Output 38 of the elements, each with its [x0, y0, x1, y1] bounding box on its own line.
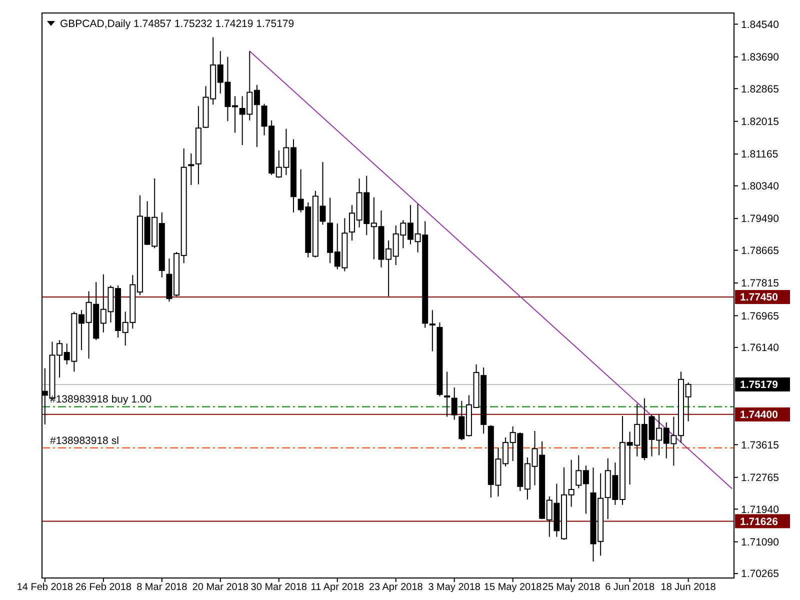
y-tick-label: 1.79490 [741, 213, 780, 226]
y-tick-label: 1.77815 [741, 278, 780, 290]
x-tick-label: 25 May 2018 [542, 582, 601, 593]
ref-line-label: #138983918 sl [50, 434, 119, 447]
x-tick-label: 11 Apr 2018 [310, 582, 364, 593]
y-tick-label: 1.70265 [741, 568, 780, 580]
y-tick-label: 1.71940 [741, 504, 780, 516]
y-tick-label: 1.71090 [741, 536, 780, 548]
x-tick-label: 18 Jun 2018 [660, 582, 716, 593]
x-tick-label: 26 Feb 2018 [75, 582, 132, 593]
ref-line-label: 1.71626 [740, 516, 778, 528]
x-tick-label: 14 Feb 2018 [16, 582, 74, 593]
x-tick-label: 8 Mar 2018 [136, 582, 188, 593]
y-tick-label: 1.73615 [741, 439, 780, 452]
x-tick-label: 3 May 2018 [428, 582, 481, 593]
x-tick-label: 30 Mar 2018 [250, 582, 308, 593]
ref-line-label: 1.75179 [740, 379, 778, 392]
y-tick-label: 1.76965 [741, 310, 780, 322]
x-tick-label: 20 Mar 2018 [192, 582, 249, 593]
y-tick-label: 1.82015 [741, 116, 780, 128]
ref-line-label: 1.74400 [740, 409, 778, 422]
y-tick-label: 1.84540 [741, 18, 780, 31]
x-tick-label: 23 Apr 2018 [368, 582, 424, 593]
candlestick [444, 371, 450, 418]
candlestick [451, 386, 458, 420]
x-tick-label: 6 Jun 2018 [605, 582, 655, 593]
y-tick-label: 1.76140 [741, 342, 780, 354]
y-tick-label: 1.82865 [741, 83, 780, 96]
candlestick [429, 310, 436, 352]
ref-line-label: #138983918 buy 1.00 [50, 394, 152, 406]
y-tick-label: 1.81165 [741, 148, 778, 161]
ref-line-label: 1.77450 [740, 292, 778, 304]
y-tick-label: 1.78665 [741, 244, 780, 257]
x-tick-label: 15 May 2018 [484, 582, 542, 593]
y-tick-label: 1.72765 [741, 472, 780, 484]
y-tick-label: 1.80340 [741, 180, 780, 192]
y-tick-label: 1.83690 [741, 52, 780, 64]
text: GBPCAD,Daily 1.74857 1.75232 1.74219 1.75179 [60, 18, 294, 30]
